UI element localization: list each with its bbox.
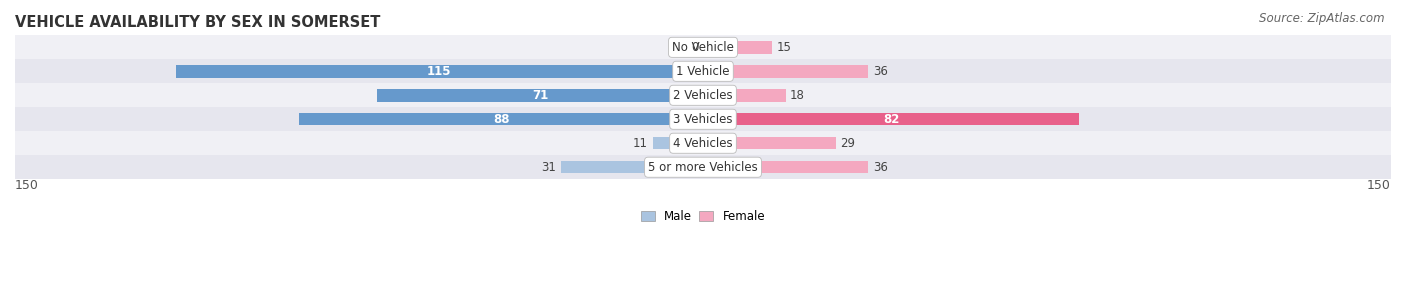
- Text: 36: 36: [873, 161, 887, 174]
- Text: 18: 18: [790, 89, 806, 102]
- Text: 150: 150: [15, 179, 39, 192]
- Text: 4 Vehicles: 4 Vehicles: [673, 137, 733, 150]
- Legend: Male, Female: Male, Female: [636, 206, 770, 228]
- Text: 0: 0: [690, 41, 699, 54]
- Text: 115: 115: [427, 65, 451, 78]
- Text: Source: ZipAtlas.com: Source: ZipAtlas.com: [1260, 12, 1385, 25]
- Text: 1 Vehicle: 1 Vehicle: [676, 65, 730, 78]
- Text: 82: 82: [883, 113, 900, 126]
- Text: 29: 29: [841, 137, 856, 150]
- Text: VEHICLE AVAILABILITY BY SEX IN SOMERSET: VEHICLE AVAILABILITY BY SEX IN SOMERSET: [15, 15, 381, 30]
- Bar: [15, 107, 1391, 131]
- Text: 15: 15: [776, 41, 792, 54]
- Bar: [703, 161, 868, 174]
- Bar: [15, 131, 1391, 155]
- Bar: [15, 35, 1391, 59]
- Text: 36: 36: [873, 65, 887, 78]
- Text: 71: 71: [531, 89, 548, 102]
- Bar: [703, 41, 772, 54]
- Text: No Vehicle: No Vehicle: [672, 41, 734, 54]
- Bar: [15, 155, 1391, 179]
- Text: 11: 11: [633, 137, 648, 150]
- Bar: [703, 137, 837, 149]
- Bar: [176, 65, 703, 77]
- Bar: [561, 161, 703, 174]
- Text: 2 Vehicles: 2 Vehicles: [673, 89, 733, 102]
- Text: 3 Vehicles: 3 Vehicles: [673, 113, 733, 126]
- Text: 88: 88: [494, 113, 509, 126]
- Text: 31: 31: [541, 161, 557, 174]
- Bar: [652, 137, 703, 149]
- Bar: [703, 113, 1080, 125]
- Bar: [299, 113, 703, 125]
- Text: 150: 150: [1367, 179, 1391, 192]
- Bar: [377, 89, 703, 102]
- Bar: [15, 83, 1391, 107]
- Bar: [703, 89, 786, 102]
- Bar: [15, 59, 1391, 83]
- Bar: [703, 65, 868, 77]
- Text: 5 or more Vehicles: 5 or more Vehicles: [648, 161, 758, 174]
